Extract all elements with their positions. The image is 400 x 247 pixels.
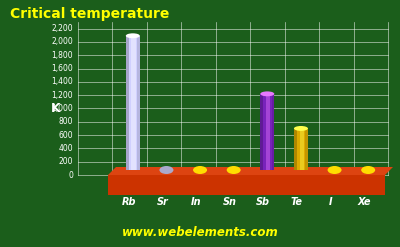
Polygon shape: [108, 175, 385, 195]
Ellipse shape: [193, 166, 207, 174]
Ellipse shape: [160, 166, 174, 174]
Ellipse shape: [294, 126, 308, 131]
Bar: [137, 36, 140, 170]
Ellipse shape: [361, 166, 375, 174]
Text: I: I: [329, 197, 332, 207]
Text: Sn: Sn: [223, 197, 237, 207]
Bar: [126, 36, 140, 170]
Bar: [294, 128, 297, 170]
Text: 1,200: 1,200: [51, 91, 73, 100]
Text: 1,000: 1,000: [51, 104, 73, 113]
Bar: [132, 36, 136, 170]
Text: Te: Te: [291, 197, 303, 207]
Ellipse shape: [227, 166, 241, 174]
Text: Xe: Xe: [358, 197, 371, 207]
Bar: [260, 94, 274, 170]
Text: 2,000: 2,000: [51, 38, 73, 46]
Text: 200: 200: [58, 157, 73, 166]
Bar: [272, 94, 274, 170]
Bar: [266, 94, 270, 170]
Text: 1,600: 1,600: [51, 64, 73, 73]
Text: Sb: Sb: [256, 197, 270, 207]
Bar: [305, 128, 308, 170]
Bar: [300, 128, 304, 170]
Text: 400: 400: [58, 144, 73, 153]
Text: 0: 0: [68, 170, 73, 180]
Ellipse shape: [328, 166, 342, 174]
Bar: [260, 94, 263, 170]
Text: 1,400: 1,400: [51, 77, 73, 86]
Text: 600: 600: [58, 131, 73, 140]
Text: Rb: Rb: [122, 197, 136, 207]
Bar: [126, 36, 129, 170]
Text: www.webelements.com: www.webelements.com: [122, 226, 278, 239]
Ellipse shape: [126, 33, 140, 38]
Ellipse shape: [260, 91, 274, 96]
Text: 800: 800: [58, 117, 73, 126]
Text: K: K: [51, 102, 61, 115]
Bar: [294, 128, 308, 170]
Text: In: In: [191, 197, 201, 207]
Text: Critical temperature: Critical temperature: [10, 7, 169, 21]
Text: 2,200: 2,200: [51, 24, 73, 33]
Polygon shape: [108, 167, 393, 175]
Text: 1,800: 1,800: [51, 51, 73, 60]
Text: Sr: Sr: [156, 197, 168, 207]
